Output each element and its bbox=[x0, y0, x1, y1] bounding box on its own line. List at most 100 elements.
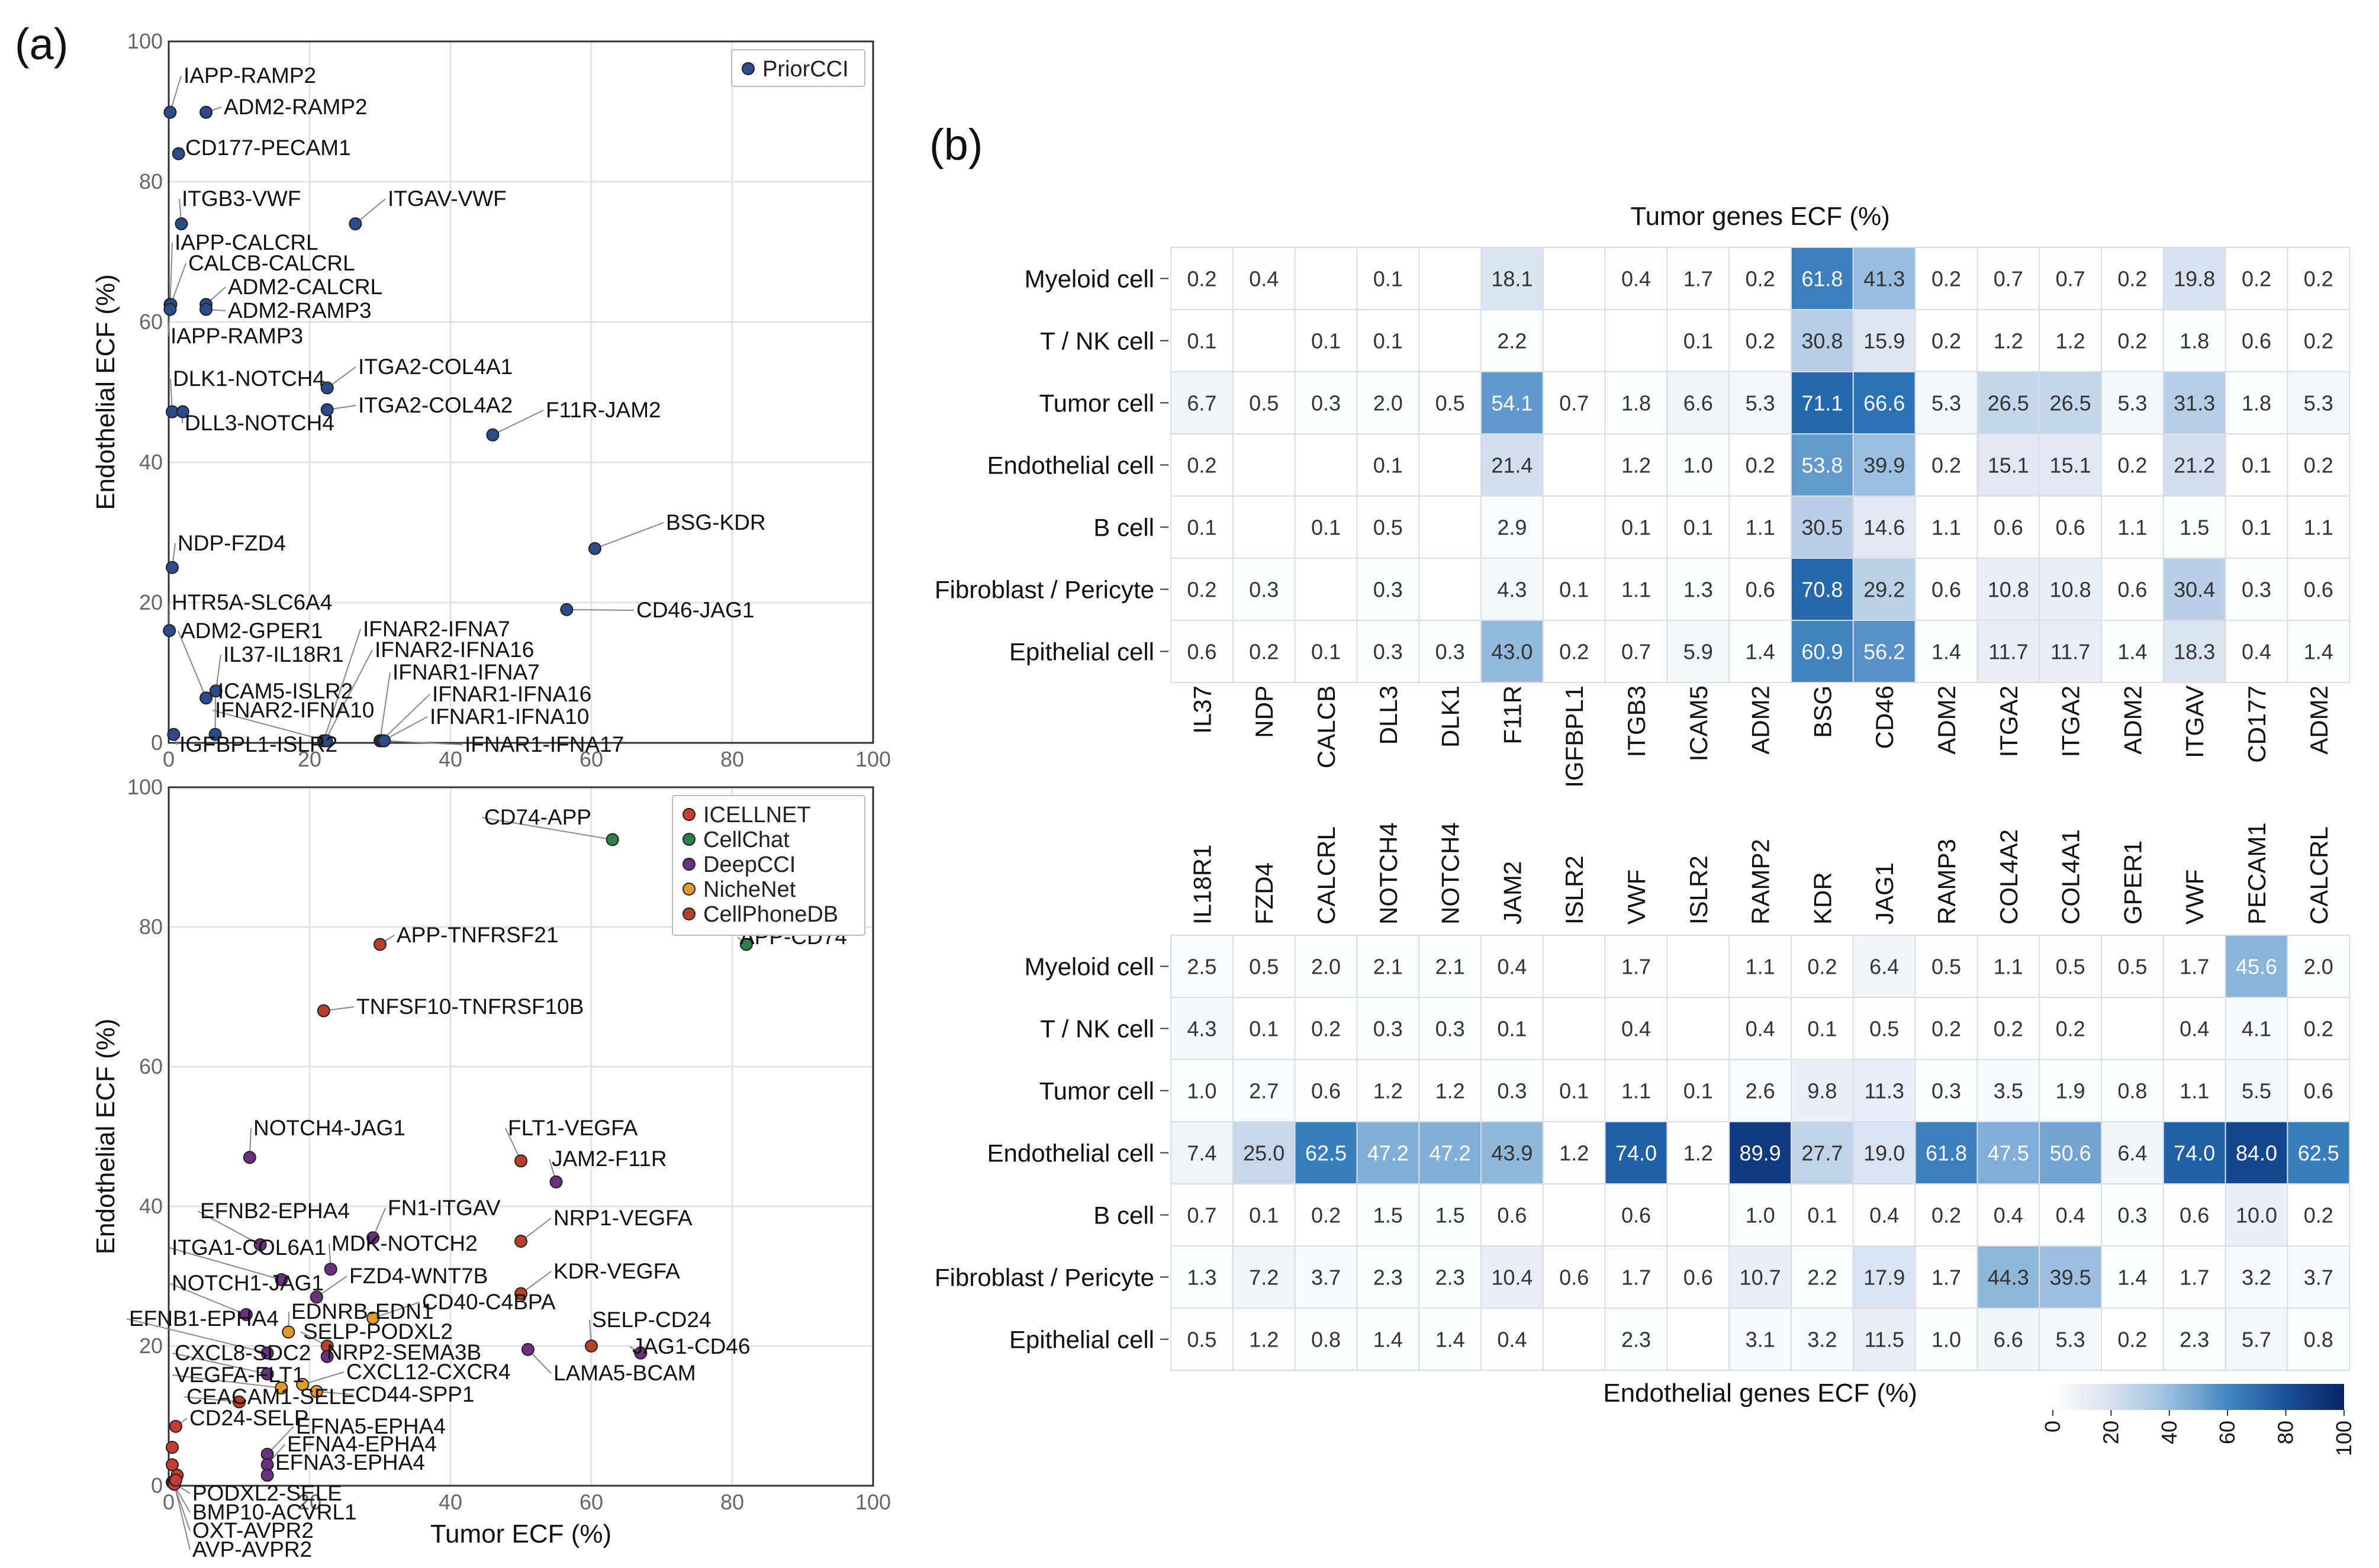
heatmap-cell bbox=[2162, 1183, 2226, 1247]
heatmap-value: 1.8 bbox=[2242, 391, 2271, 416]
data-point bbox=[366, 1311, 380, 1325]
point-label: BMP10-ACVRL1 bbox=[192, 1500, 357, 1524]
heatmap-value: 1.1 bbox=[1746, 516, 1775, 540]
heatmap-cell bbox=[2287, 997, 2351, 1060]
leader-line bbox=[324, 649, 373, 741]
point-label: CXCL8-SDC2 bbox=[175, 1341, 311, 1365]
heatmap-value: 10.4 bbox=[1491, 1266, 1533, 1290]
heatmap-cell bbox=[1666, 1245, 1730, 1309]
heatmap-cell bbox=[1666, 371, 1730, 434]
heatmap-value: 0.3 bbox=[1311, 391, 1341, 416]
heatmap-value: 6.4 bbox=[1869, 955, 1899, 979]
heatmap-cell bbox=[1356, 1121, 1420, 1184]
heatmap-cell bbox=[1666, 935, 1730, 998]
scatter-bottom-chart: 0 20 40 60 80 100 0 20 40 60 80 100 Endothelial ECF … bbox=[91, 775, 891, 1561]
heatmap-value: 1.1 bbox=[1621, 578, 1651, 602]
heatmap-value: 0.2 bbox=[1931, 1203, 1961, 1228]
heatmap-cell bbox=[1418, 558, 1482, 621]
leader-line bbox=[197, 1210, 261, 1245]
heatmap-value: 30.4 bbox=[2174, 578, 2215, 602]
heatmap-cell bbox=[1728, 495, 1792, 559]
heatmap-col-label: NDP bbox=[1250, 685, 1278, 738]
heatmap-value: 53.8 bbox=[1801, 453, 1843, 478]
heatmap-cell bbox=[2287, 247, 2351, 310]
heatmap-value: 47.5 bbox=[1988, 1141, 2029, 1165]
heatmap-value: 74.0 bbox=[1615, 1141, 1657, 1165]
point-label: IL37-IL18R1 bbox=[223, 642, 344, 667]
heatmap-value: 0.2 bbox=[1994, 1017, 2023, 1041]
point-label: ICAM5-ISLR2 bbox=[218, 679, 353, 703]
heatmap-cell bbox=[1232, 309, 1296, 372]
heatmap-cell bbox=[1976, 1183, 2040, 1247]
heatmap-value: 10.7 bbox=[1740, 1266, 1781, 1290]
heatmap-cell bbox=[1728, 309, 1792, 372]
heatmap-col-label: JAM2 bbox=[1498, 861, 1526, 925]
y-tick-label: 40 bbox=[139, 1194, 163, 1218]
point-label: ADM2-RAMP3 bbox=[228, 298, 372, 323]
point-label: AVP-AVPR2 bbox=[192, 1537, 312, 1561]
data-point bbox=[199, 691, 213, 705]
x-tick-label: 60 bbox=[580, 747, 603, 771]
heatmap-row-label: Myeloid cell bbox=[1025, 953, 1154, 981]
heatmap-col-label: ITGA2 bbox=[2057, 685, 2085, 757]
heatmap-value: 0.1 bbox=[1373, 453, 1403, 478]
heatmap-col-label: GPER1 bbox=[2119, 841, 2146, 925]
y-tick-label: 80 bbox=[139, 169, 163, 194]
heatmap-cell bbox=[1232, 1245, 1296, 1309]
heatmap-cell bbox=[2039, 247, 2102, 310]
data-point bbox=[163, 624, 176, 637]
heatmap-cell bbox=[1791, 620, 1854, 683]
heatmap-cell bbox=[1170, 1121, 1234, 1184]
heatmap-cell bbox=[1294, 1059, 1358, 1122]
data-point bbox=[588, 542, 601, 555]
heatmap-value: 0.8 bbox=[2117, 1079, 2147, 1103]
heatmap-cell bbox=[1976, 247, 2040, 310]
heatmap-cell bbox=[1294, 997, 1358, 1060]
data-point bbox=[209, 684, 223, 698]
heatmap-value: 0.1 bbox=[2242, 516, 2271, 540]
heatmap-value: 0.4 bbox=[2180, 1017, 2209, 1041]
heatmap-value: 1.2 bbox=[1249, 1328, 1279, 1352]
leader-line bbox=[323, 629, 361, 741]
heatmap-cell bbox=[1232, 1121, 1296, 1184]
point-label: EFNB2-EPHA4 bbox=[200, 1199, 350, 1223]
heatmap-value: 1.1 bbox=[1931, 516, 1961, 540]
heatmap-value: 0.1 bbox=[1311, 640, 1341, 664]
x-tick-label: 20 bbox=[298, 747, 321, 771]
heatmap-value: 11.7 bbox=[2050, 640, 2090, 664]
heatmap-value: 31.3 bbox=[2174, 391, 2215, 416]
heatmap-cell bbox=[1666, 1183, 1730, 1247]
heatmap-cell bbox=[1914, 1183, 1978, 1247]
heatmap-value: 0.2 bbox=[2117, 329, 2147, 353]
heatmap-value: 1.0 bbox=[1746, 1203, 1775, 1228]
heatmap-cell bbox=[2225, 558, 2288, 621]
heatmap-row-label: Tumor cell bbox=[1039, 1077, 1154, 1105]
heatmap-cell bbox=[1728, 620, 1792, 683]
heatmap-cell bbox=[1976, 433, 2040, 497]
heatmap-col-label: ISLR2 bbox=[1560, 855, 1588, 925]
heatmap-cell bbox=[2101, 371, 2164, 434]
heatmap-value: 3.2 bbox=[2242, 1266, 2271, 1290]
heatmap-value: 2.3 bbox=[1435, 1266, 1465, 1290]
heatmap-value: 1.9 bbox=[2056, 1079, 2085, 1103]
point-label: SELP-PODXL2 bbox=[303, 1319, 453, 1344]
heatmap-cell bbox=[2225, 1308, 2288, 1371]
heatmap-col-label: NOTCH4 bbox=[1437, 822, 1464, 925]
heatmap-value: 0.1 bbox=[1683, 516, 1713, 540]
x-tick-label: 100 bbox=[855, 747, 891, 771]
heatmap-value: 0.2 bbox=[1187, 578, 1216, 602]
x-tick-label: 40 bbox=[439, 747, 462, 771]
heatmap-col-label: ADM2 bbox=[1747, 685, 1775, 755]
point-label: JAM2-F11R bbox=[552, 1147, 667, 1171]
heatmap-value: 4.3 bbox=[1187, 1017, 1216, 1041]
heatmap-value: 0.1 bbox=[2242, 453, 2271, 478]
heatmap-value: 0.1 bbox=[1187, 329, 1216, 353]
point-label: HTR5A-SLC6A4 bbox=[172, 590, 332, 614]
data-point bbox=[374, 938, 387, 951]
heatmap-cell bbox=[1480, 558, 1544, 621]
heatmap-col-label: ADM2 bbox=[2305, 685, 2333, 755]
data-point bbox=[349, 217, 362, 231]
heatmap-col-label: ITGAV bbox=[2181, 685, 2209, 758]
heatmap-row-label: Epithelial cell bbox=[1009, 638, 1154, 666]
heatmap-cell bbox=[1542, 1183, 1606, 1247]
